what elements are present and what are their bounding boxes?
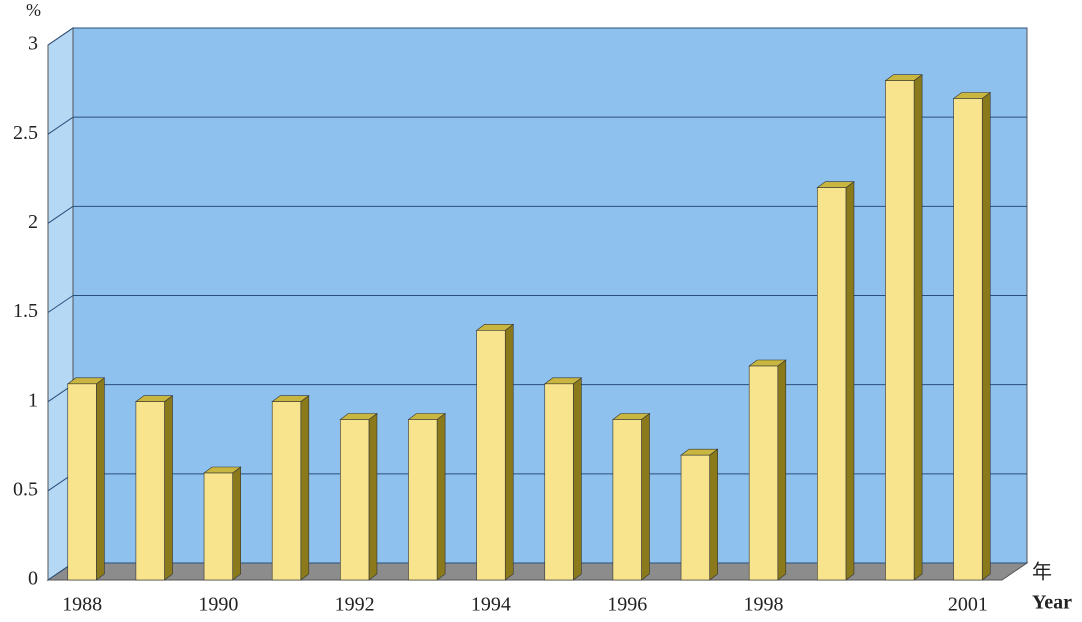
y-axis-label: % (26, 0, 41, 20)
bar (271, 401, 302, 581)
bar (340, 419, 370, 581)
grid-line-side (47, 116, 74, 135)
x-tick-label: 1994 (471, 594, 511, 616)
x-tick-label: 2001 (948, 594, 988, 616)
bar (135, 401, 165, 581)
bar-side (709, 448, 718, 581)
y-tick-label: 2 (28, 211, 38, 233)
bar-side (913, 74, 923, 581)
bar-side (96, 377, 105, 581)
grid-line-side (47, 27, 74, 46)
bar (67, 383, 97, 581)
bar-side (777, 359, 787, 581)
bar (544, 383, 574, 581)
x-tick-label: 1996 (607, 594, 647, 616)
bar (680, 454, 710, 581)
x-tick-label: 1992 (335, 594, 375, 616)
bar-side (504, 323, 514, 581)
x-tick-label: 1988 (62, 594, 102, 616)
bar-side (164, 395, 173, 581)
x-tick-label: 1990 (198, 594, 238, 616)
bar-side (232, 466, 241, 581)
bar (203, 472, 233, 581)
y-tick-label: 3 (28, 33, 38, 55)
x-tick-label: 1998 (744, 594, 784, 616)
grid-line-side (47, 205, 74, 224)
bar-side (368, 412, 378, 581)
bar (885, 80, 915, 581)
bar-side (845, 181, 855, 581)
bar (612, 419, 642, 581)
bar-side (300, 395, 310, 581)
x-axis-label-cn: 年 (1032, 561, 1052, 584)
bar-side (981, 91, 991, 581)
bar-side (573, 377, 582, 581)
y-tick-label: 1.5 (13, 300, 38, 322)
x-axis-label: Year (1032, 592, 1072, 614)
grid-line-side (47, 295, 74, 313)
floor (46, 562, 1029, 581)
bar (953, 98, 983, 581)
bar (476, 330, 506, 581)
bar (817, 187, 847, 581)
bar-side (436, 412, 446, 581)
y-tick-label: 0.5 (13, 478, 38, 500)
y-tick-label: 2.5 (13, 122, 38, 144)
bar-side (641, 412, 650, 581)
y-tick-label: 0 (28, 568, 38, 590)
y-tick-label: 1 (28, 389, 38, 411)
bar (748, 365, 779, 581)
bar (408, 419, 438, 581)
